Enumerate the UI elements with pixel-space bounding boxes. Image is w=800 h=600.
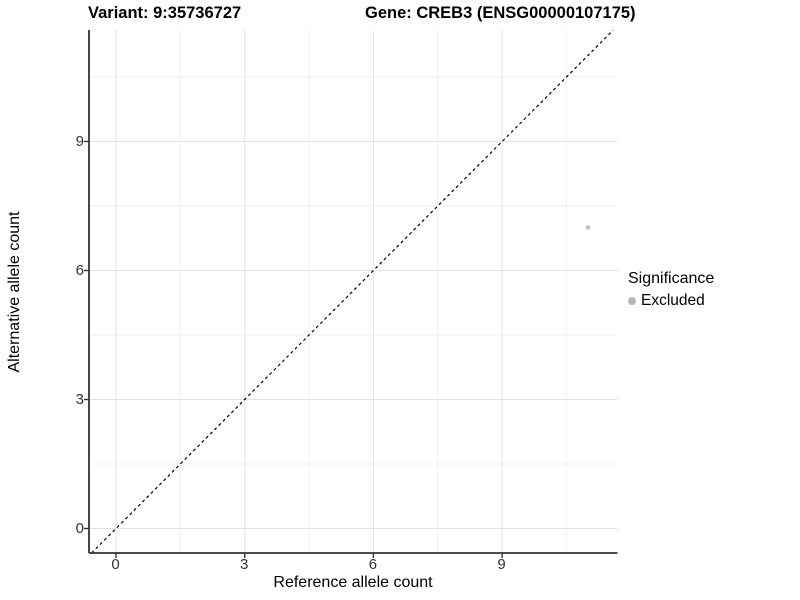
plot-title-gene: Gene: CREB3 (ENSG00000107175) xyxy=(365,4,636,22)
legend-title: Significance xyxy=(628,270,715,287)
legend-point-icon xyxy=(628,297,636,305)
x-tick-label: 3 xyxy=(240,556,249,573)
y-axis-title: Alternative allele count xyxy=(6,211,23,373)
x-tick-label: 0 xyxy=(111,556,120,573)
y-tick-label: 9 xyxy=(75,132,84,150)
y-tick-label: 6 xyxy=(75,261,84,279)
x-tick-label: 6 xyxy=(368,556,378,573)
x-axis-title: Reference allele count xyxy=(273,574,433,591)
identity-dashed-line xyxy=(90,29,614,554)
y-tick-label: 0 xyxy=(75,519,84,537)
legend-items: Excluded xyxy=(628,292,714,310)
plot-title-variant: Variant: 9:35736727 xyxy=(88,4,242,22)
plot-panel xyxy=(83,29,617,558)
legend-item: Excluded xyxy=(628,292,714,310)
x-tick-label: 9 xyxy=(497,556,506,573)
data-point xyxy=(585,225,590,230)
legend: Significance Excluded xyxy=(628,270,714,310)
y-tick-label: 3 xyxy=(75,390,84,408)
legend-item-label: Excluded xyxy=(641,292,705,309)
plot-canvas xyxy=(83,29,617,558)
